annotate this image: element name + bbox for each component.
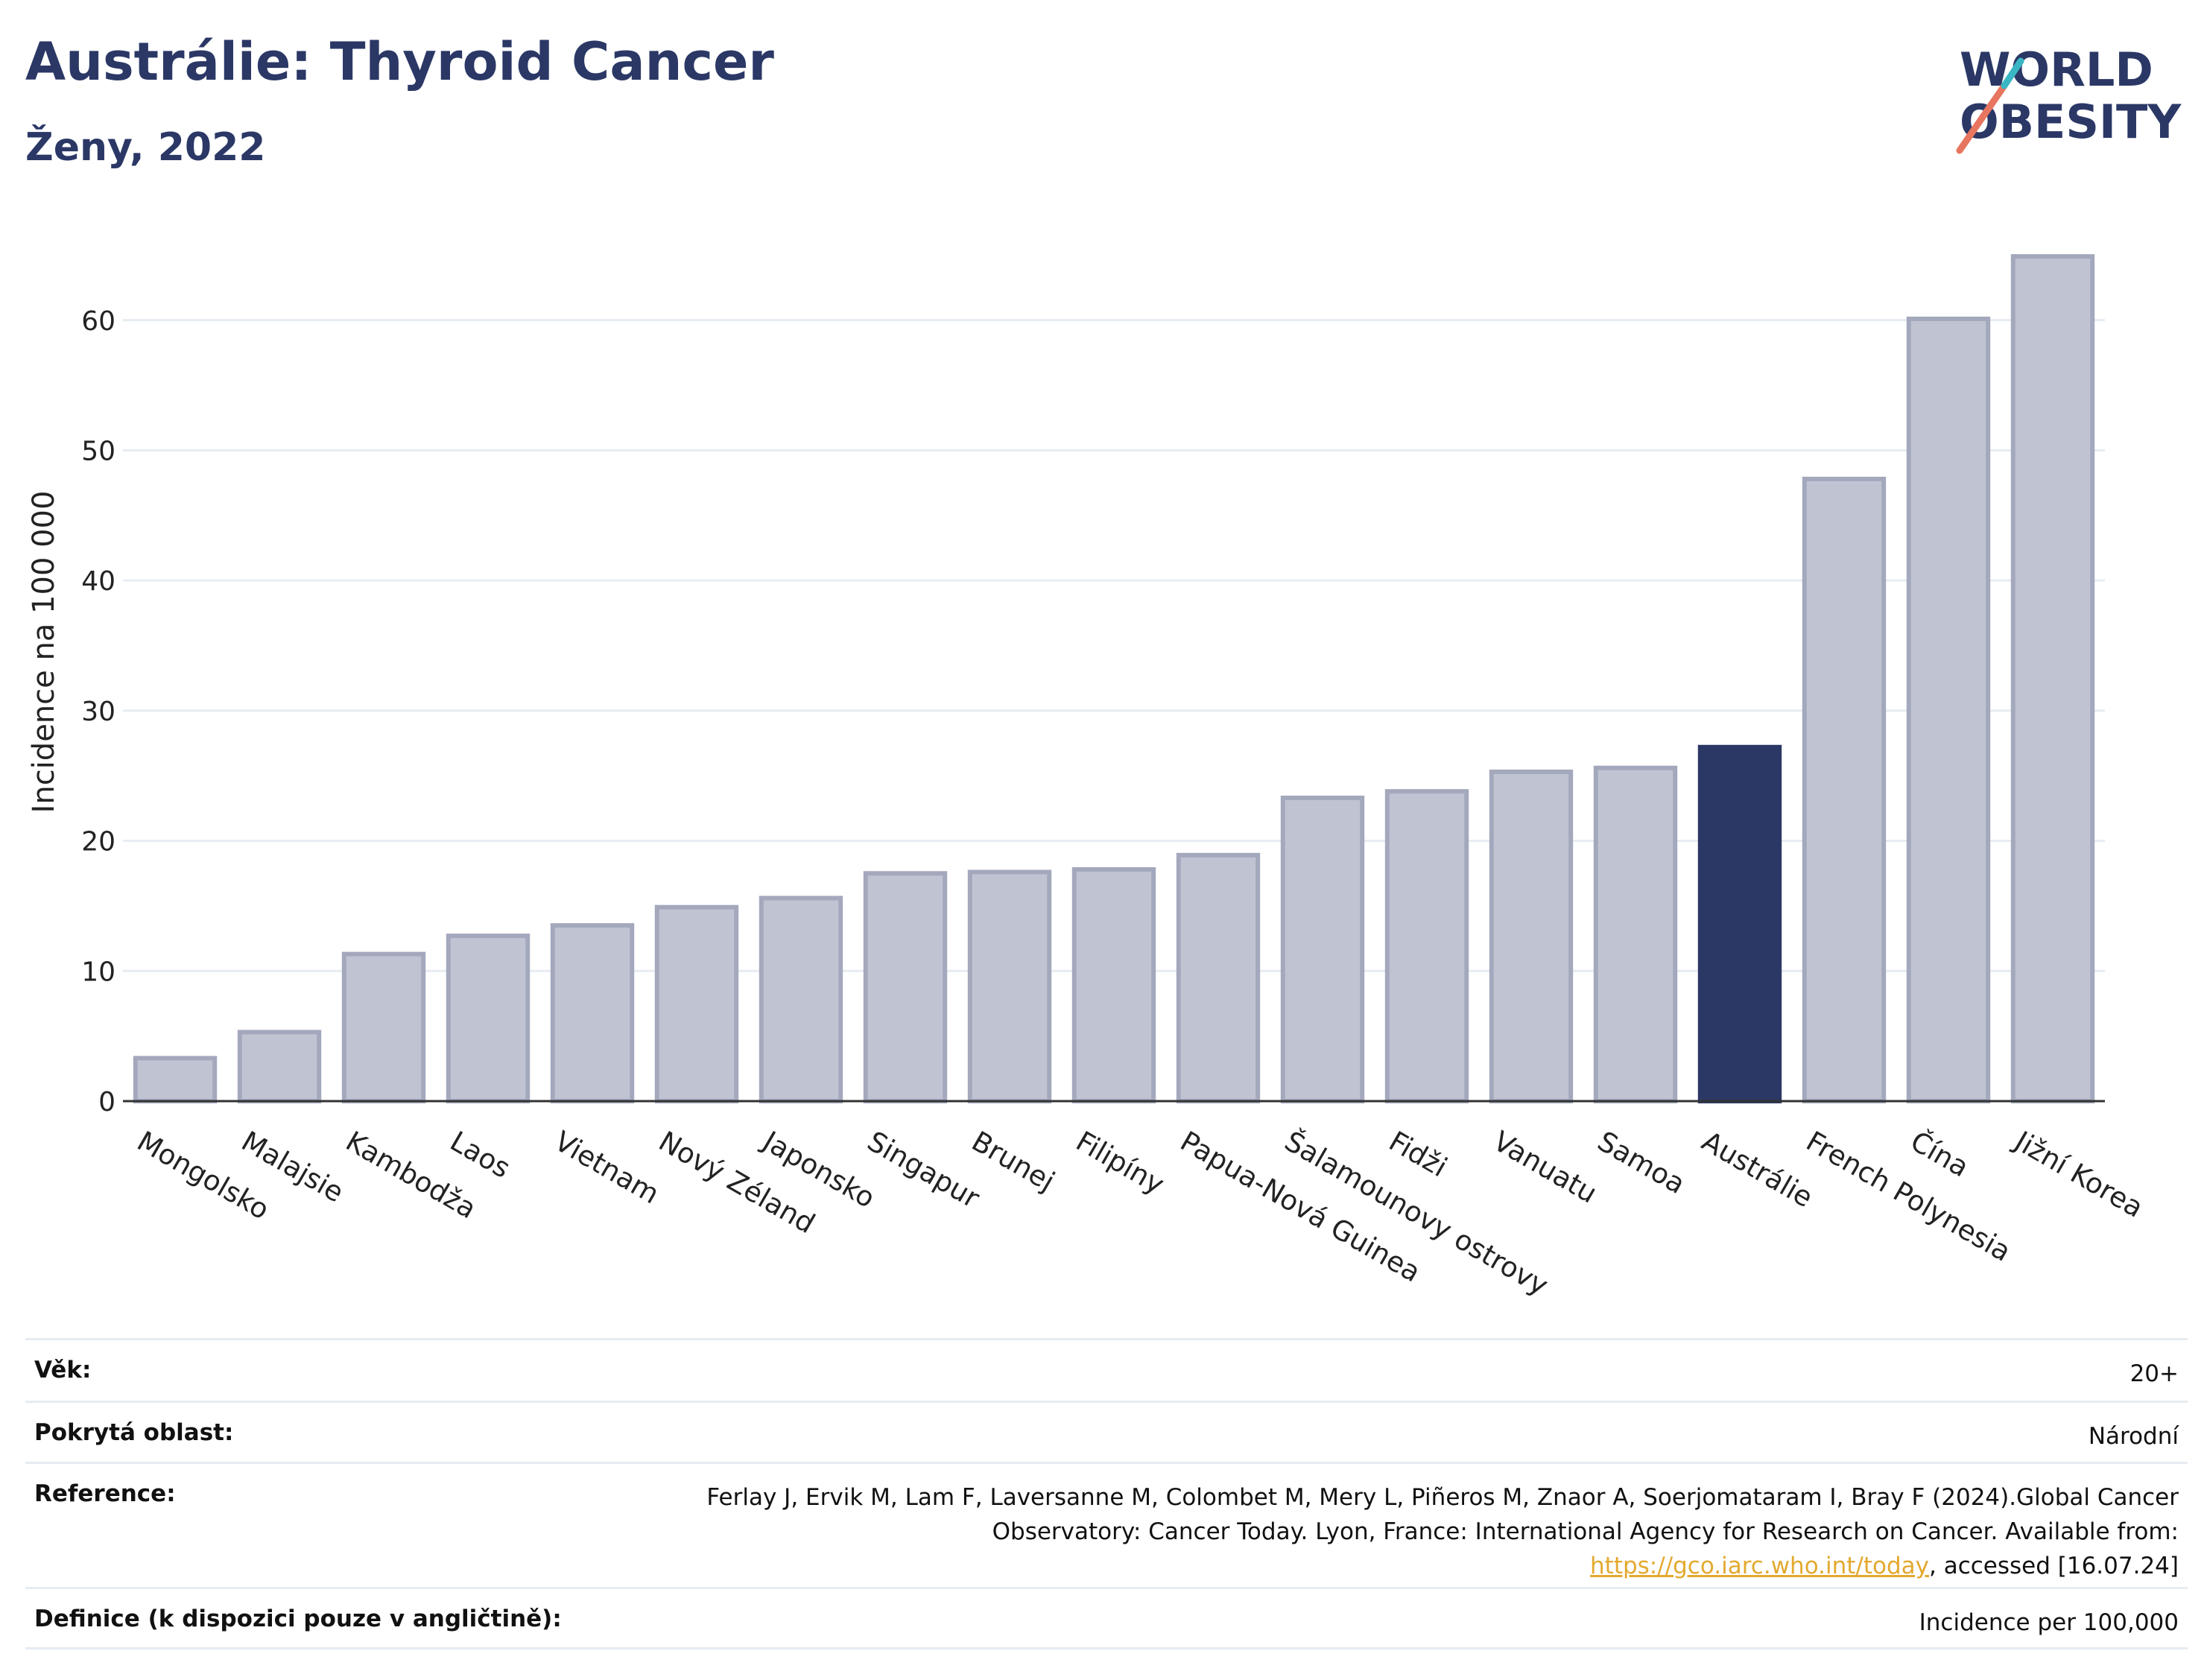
meta-row-definition: Definice (k dispozici pouze v angličtině…	[25, 1587, 2188, 1649]
bar	[1802, 476, 1887, 1103]
x-tick-label: Vanuatu	[1488, 1125, 1603, 1210]
y-tick-label: 20	[81, 827, 115, 858]
bar	[967, 869, 1052, 1104]
bar	[1489, 769, 1574, 1104]
meta-key: Věk:	[34, 1357, 92, 1383]
bar	[1384, 789, 1469, 1103]
meta-row-reference: Reference: Ferlay J, Ervik M, Lam F, Lav…	[25, 1462, 2188, 1587]
y-tick-label: 30	[81, 697, 115, 727]
meta-value: 20+	[2129, 1360, 2179, 1387]
meta-row-coverage: Pokrytá oblast: Národní	[25, 1401, 2188, 1462]
reference-link[interactable]: https://gco.iarc.who.int/today	[1590, 1553, 1929, 1579]
y-tick-label: 10	[81, 957, 115, 987]
world-obesity-logo: WORLD OBESITY	[1956, 42, 2182, 154]
logo-line1: WORLD	[1960, 42, 2153, 97]
bar-highlight	[1697, 744, 1782, 1103]
x-tick-label: Singapur	[862, 1125, 986, 1214]
page-title: Austrálie: Thyroid Cancer	[25, 31, 774, 92]
meta-value: Incidence per 100,000	[1919, 1609, 2179, 1636]
bar	[2010, 254, 2095, 1103]
bar	[1176, 852, 1261, 1104]
metadata-table: Věk: 20+ Pokrytá oblast: Národní Referen…	[25, 1338, 2188, 1649]
x-tick-label: Fidži	[1384, 1125, 1453, 1183]
x-tick-label: Austrálie	[1697, 1125, 1818, 1214]
meta-key: Pokrytá oblast:	[34, 1419, 234, 1446]
x-tick-label: Laos	[445, 1125, 516, 1185]
bars	[133, 254, 2095, 1104]
page-subtitle: Ženy, 2022	[25, 125, 266, 170]
bar	[1906, 317, 1991, 1103]
y-tick-label: 50	[81, 436, 115, 466]
meta-key: Reference:	[34, 1480, 176, 1507]
y-tick-label: 40	[81, 566, 115, 597]
y-tick-label: 60	[81, 306, 115, 337]
reference-text: Ferlay J, Ervik M, Lam F, Laversanne M, …	[706, 1484, 2179, 1545]
bar	[654, 904, 739, 1103]
bar	[550, 923, 635, 1104]
bar	[1280, 795, 1365, 1103]
bar	[863, 871, 948, 1103]
logo-line2: OBESITY	[1960, 95, 2182, 149]
bar	[446, 933, 531, 1103]
bar	[1071, 867, 1156, 1104]
y-axis-label: Incidence na 100 000	[27, 491, 61, 814]
y-tick-labels: 0 10 20 30 40 50 60	[81, 306, 115, 1118]
y-tick-label: 0	[98, 1087, 115, 1118]
bar	[237, 1030, 322, 1103]
x-tick-label: Samoa	[1592, 1125, 1691, 1200]
x-tick-label: Čína	[1905, 1124, 1975, 1183]
bar	[759, 896, 843, 1104]
x-tick-label: Filipíny	[1071, 1125, 1170, 1201]
meta-key: Definice (k dispozici pouze v angličtině…	[34, 1605, 562, 1632]
x-tick-label: Vietnam	[549, 1125, 665, 1210]
meta-value: Ferlay J, Ervik M, Lam F, Laversanne M, …	[651, 1480, 2179, 1583]
bar	[133, 1056, 218, 1103]
meta-value: Národní	[2088, 1423, 2179, 1450]
x-tick-label: Jižní Korea	[2008, 1124, 2149, 1224]
bar	[1593, 765, 1678, 1103]
bar	[341, 951, 426, 1104]
reference-accessed: , accessed [16.07.24]	[1928, 1553, 2179, 1579]
meta-row-age: Věk: 20+	[25, 1338, 2188, 1401]
